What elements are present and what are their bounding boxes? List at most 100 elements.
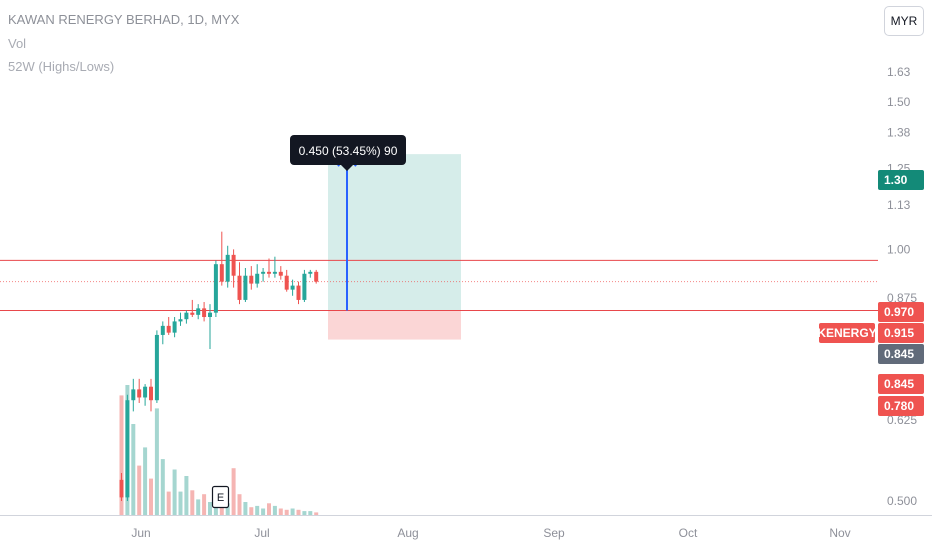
52w-indicator-label[interactable]: 52W (Highs/Lows) — [8, 59, 115, 74]
candle-body[interactable] — [172, 321, 177, 333]
candle-body[interactable] — [190, 312, 195, 315]
price-tag[interactable] — [878, 302, 924, 322]
candle-body[interactable] — [202, 308, 207, 318]
price-tag[interactable] — [878, 396, 924, 416]
price-tick-label: 0.625 — [887, 413, 917, 427]
volume-bar — [314, 512, 319, 515]
volume-bar — [284, 509, 289, 515]
volume-indicator-label[interactable]: Vol — [8, 36, 27, 51]
candle-body[interactable] — [290, 285, 295, 290]
candle-body[interactable] — [196, 308, 201, 315]
chart-title[interactable]: KAWAN RENERGY BERHAD, 1D, MYX — [8, 12, 240, 27]
volume-bar — [196, 499, 201, 515]
target-zone[interactable] — [328, 154, 461, 311]
symbol-tag-label: KENERGY — [817, 326, 876, 340]
candle-body[interactable] — [131, 389, 136, 401]
price-tick-label: 1.13 — [887, 198, 911, 212]
candle-body[interactable] — [249, 275, 254, 284]
candle-body[interactable] — [208, 312, 212, 318]
price-tick-label: 1.63 — [887, 65, 911, 79]
candle-body[interactable] — [213, 264, 218, 313]
volume-bar — [231, 468, 236, 515]
candle-body[interactable] — [278, 271, 283, 276]
candle-body[interactable] — [178, 319, 183, 322]
volume-bar — [131, 424, 136, 515]
volume-bar — [255, 505, 260, 515]
price-tag[interactable] — [878, 170, 924, 190]
volume-bar — [272, 505, 277, 515]
candle-body[interactable] — [255, 273, 260, 284]
volume-bar — [308, 511, 313, 515]
volume-bar — [261, 508, 266, 515]
candle-body[interactable] — [119, 479, 124, 498]
candle-body[interactable] — [296, 285, 301, 300]
price-tick-label: 1.38 — [887, 125, 911, 139]
price-tick-label: 0.875 — [887, 291, 917, 305]
candle-body[interactable] — [243, 275, 248, 300]
volume-bar — [154, 408, 159, 515]
candle-body[interactable] — [184, 312, 189, 320]
time-tick-label: Nov — [829, 526, 850, 540]
price-tag[interactable] — [878, 344, 924, 364]
candle-body[interactable] — [237, 275, 242, 300]
volume-bar — [278, 508, 283, 515]
price-tag[interactable] — [878, 323, 924, 343]
candle-body[interactable] — [166, 325, 171, 333]
currency-button[interactable]: MYR — [884, 6, 924, 36]
candle-body[interactable] — [272, 271, 277, 274]
candle-body[interactable] — [261, 271, 266, 274]
candle-body[interactable] — [314, 271, 319, 282]
volume-bar — [119, 395, 124, 515]
price-tag-label: 0.845 — [884, 347, 914, 361]
position-callout — [290, 135, 406, 165]
candle-body[interactable] — [143, 386, 148, 398]
volume-bar — [166, 491, 171, 515]
position-callout-pointer — [341, 165, 353, 171]
volume-bar — [208, 502, 212, 515]
time-tick-label: Oct — [679, 526, 698, 540]
price-tag-label: 0.780 — [884, 399, 914, 413]
candle-body[interactable] — [219, 264, 224, 282]
candle-body[interactable] — [308, 271, 313, 274]
volume-bar — [225, 503, 230, 515]
candle-body[interactable] — [284, 275, 289, 290]
candle-body[interactable] — [154, 334, 159, 401]
time-tick-label: Aug — [397, 526, 418, 540]
symbol-tag[interactable] — [819, 323, 875, 343]
volume-bar — [178, 491, 183, 515]
volume-bar — [137, 465, 142, 515]
candle-body[interactable] — [302, 273, 307, 300]
candle-body[interactable] — [267, 271, 271, 274]
candle-body[interactable] — [137, 389, 142, 398]
candle-body[interactable] — [125, 400, 130, 498]
volume-bar — [302, 511, 307, 515]
volume-bar — [160, 459, 165, 515]
volume-bar — [290, 508, 295, 515]
candle-body[interactable] — [231, 254, 236, 276]
price-tag-label: 0.915 — [884, 326, 914, 340]
price-tick-label: 1.50 — [887, 95, 911, 109]
candle-body[interactable] — [225, 254, 230, 282]
volume-bar — [143, 447, 148, 515]
price-tag-label: 1.30 — [884, 173, 908, 187]
position-callout-text: 0.450 (53.45%) 90 — [299, 144, 398, 158]
volume-bar — [172, 469, 177, 515]
volume-bar — [184, 476, 189, 515]
earnings-marker-label: E — [217, 492, 224, 504]
volume-bar — [267, 503, 271, 515]
price-tag[interactable] — [878, 374, 924, 394]
volume-bar — [237, 494, 242, 515]
time-tick-label: Jun — [131, 526, 150, 540]
candle-body[interactable] — [160, 325, 165, 335]
candle-body[interactable] — [149, 386, 153, 401]
stop-zone[interactable] — [328, 310, 461, 340]
price-tick-label: 1.00 — [887, 242, 911, 256]
time-tick-label: Jul — [254, 526, 269, 540]
volume-bar — [243, 502, 248, 515]
earnings-marker[interactable] — [211, 485, 230, 509]
price-tag-label: 0.845 — [884, 377, 914, 391]
price-tick-label: 0.500 — [887, 494, 917, 508]
volume-bar — [202, 494, 207, 515]
